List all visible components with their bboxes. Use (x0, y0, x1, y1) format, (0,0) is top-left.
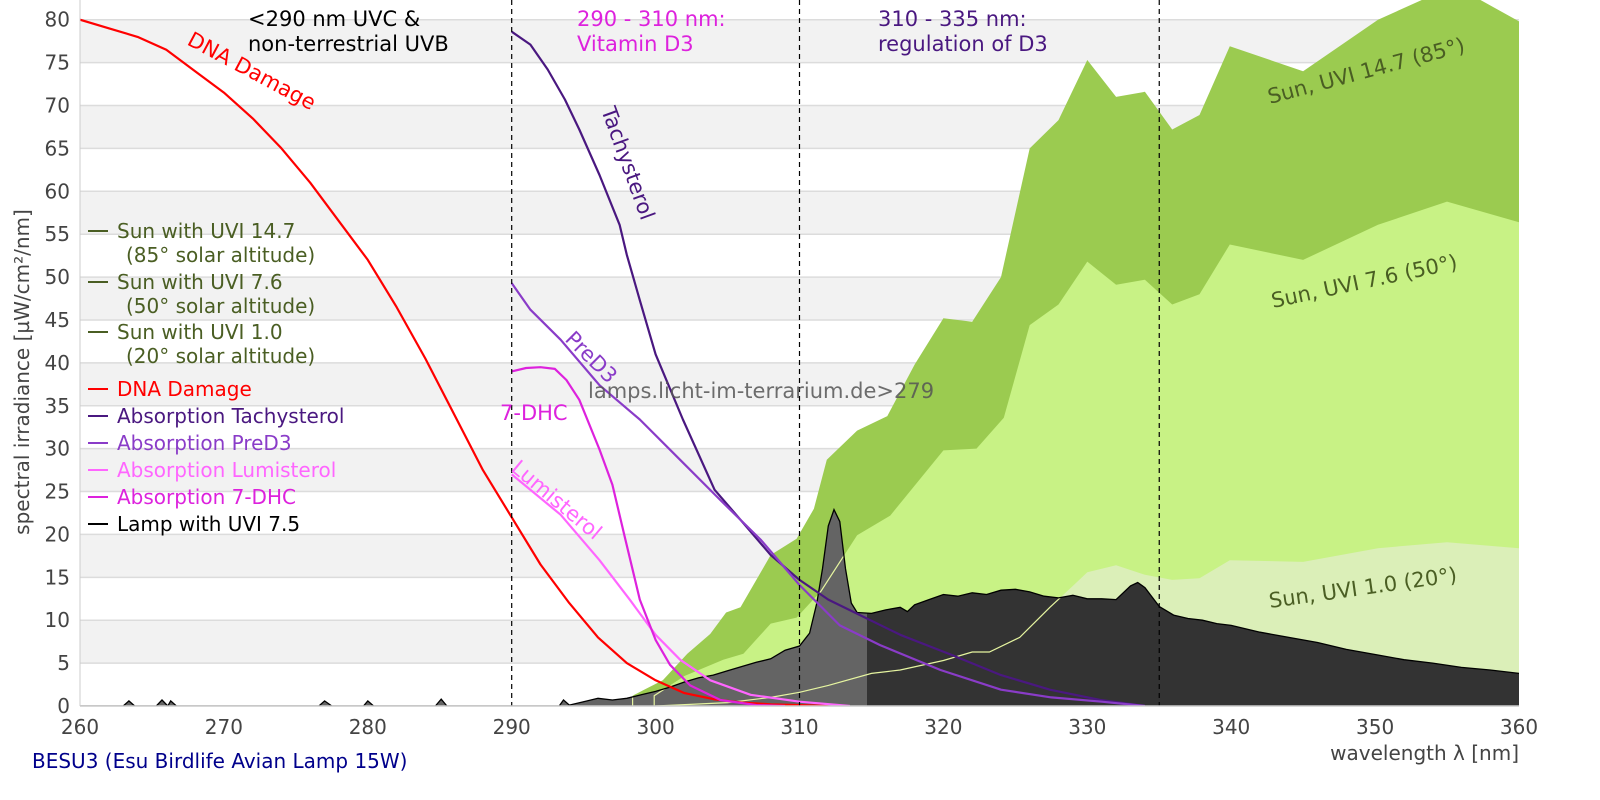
legend-item-pred3[interactable]: Absorption PreD3 (88, 431, 292, 455)
lamp-area-above-315nm (867, 582, 1519, 706)
region-label-regulation-line1: 310 - 335 nm: (878, 7, 1027, 31)
x-tick-label: 300 (637, 715, 675, 739)
curve-dna-damage (80, 18, 829, 706)
y-tick-label: 15 (45, 565, 70, 589)
x-tick-label: 320 (924, 715, 962, 739)
x-tick-label: 260 (61, 715, 99, 739)
y-tick-label: 5 (57, 651, 70, 675)
x-tick-label: 340 (1212, 715, 1250, 739)
legend-label: Absorption Lumisterol (117, 458, 336, 482)
legend-label: DNA Damage (117, 377, 252, 401)
x-tick-label: 290 (493, 715, 531, 739)
watermark: lamps.licht-im-terrarium.de>279 (588, 379, 934, 403)
y-tick-label: 75 (45, 51, 70, 75)
x-tick-label: 360 (1500, 715, 1538, 739)
curve-label-7dhc: 7-DHC (500, 401, 568, 425)
x-tick-label: 270 (205, 715, 243, 739)
legend-label: Absorption PreD3 (117, 431, 292, 455)
lamp-outline (80, 507, 1519, 706)
y-tick-label: 30 (45, 437, 70, 461)
axes: 0 5 10 15 20 25 30 35 40 45 50 55 60 65 70 75 80 260 270 28… (45, 0, 1538, 739)
curve-absorption-7-dhc (511, 366, 786, 706)
curve-absorption-lumisterol (511, 473, 850, 706)
legend-item-7dhc[interactable]: Absorption 7-DHC (88, 485, 296, 509)
y-tick-label: 25 (45, 480, 70, 504)
y-tick-label: 45 (45, 308, 70, 332)
legend-label: Absorption Tachysterol (117, 404, 344, 428)
y-tick-label: 0 (57, 694, 70, 718)
lamp-area-below-315nm (80, 509, 867, 706)
region-label-vitd3-line2: Vitamin D3 (577, 32, 694, 56)
region-label-vitd3-line1: 290 - 310 nm: (577, 7, 726, 31)
legend-item-dna[interactable]: DNA Damage (88, 377, 252, 401)
y-tick-label: 70 (45, 94, 70, 118)
x-axis-label: wavelength λ [nm] (1330, 741, 1519, 765)
y-tick-label: 40 (45, 351, 70, 375)
legend-label: Absorption 7-DHC (117, 485, 296, 509)
y-tick-label: 80 (45, 8, 70, 32)
legend-label: Sun with UVI 14.7 (117, 219, 295, 243)
y-tick-label: 55 (45, 222, 70, 246)
x-tick-label: 280 (349, 715, 387, 739)
legend: Sun with UVI 14.7 (85° solar altitude) S… (88, 219, 344, 536)
y-tick-label: 60 (45, 179, 70, 203)
legend-sublabel: (20° solar altitude) (126, 344, 315, 368)
legend-item-tachysterol[interactable]: Absorption Tachysterol (88, 404, 344, 428)
absorption-curves (80, 18, 1146, 706)
legend-item-lumisterol[interactable]: Absorption Lumisterol (88, 458, 336, 482)
curve-absorption-tachysterol (511, 30, 1146, 706)
legend-sublabel: (50° solar altitude) (126, 294, 315, 318)
legend-label: Lamp with UVI 7.5 (117, 512, 300, 536)
legend-label: Sun with UVI 7.6 (117, 270, 283, 294)
y-tick-label: 65 (45, 136, 70, 160)
region-label-uvc-line1: <290 nm UVC & (248, 7, 420, 31)
legend-item-sun-7-6[interactable]: Sun with UVI 7.6 (50° solar altitude) (88, 270, 315, 318)
region-label-uvc-line2: non-terrestrial UVB (248, 32, 449, 56)
legend-label: Sun with UVI 1.0 (117, 320, 283, 344)
x-tick-label: 350 (1356, 715, 1394, 739)
legend-sublabel: (85° solar altitude) (126, 243, 315, 267)
y-tick-label: 50 (45, 265, 70, 289)
legend-item-sun-1-0[interactable]: Sun with UVI 1.0 (20° solar altitude) (88, 320, 315, 368)
region-dividers (511, 0, 1160, 706)
y-axis-label: spectral irradiance [µW/cm²/nm] (10, 209, 34, 535)
y-tick-label: 10 (45, 608, 70, 632)
legend-item-sun-14-7[interactable]: Sun with UVI 14.7 (85° solar altitude) (88, 219, 315, 267)
chart-title: BESU3 (Esu Birdlife Avian Lamp 15W) (32, 749, 407, 773)
x-tick-label: 310 (780, 715, 818, 739)
legend-item-lamp[interactable]: Lamp with UVI 7.5 (88, 512, 300, 536)
y-tick-label: 20 (45, 522, 70, 546)
y-tick-label: 35 (45, 394, 70, 418)
curve-absorption-pred3 (510, 282, 1146, 706)
region-label-regulation-line2: regulation of D3 (878, 32, 1048, 56)
x-tick-label: 330 (1068, 715, 1106, 739)
